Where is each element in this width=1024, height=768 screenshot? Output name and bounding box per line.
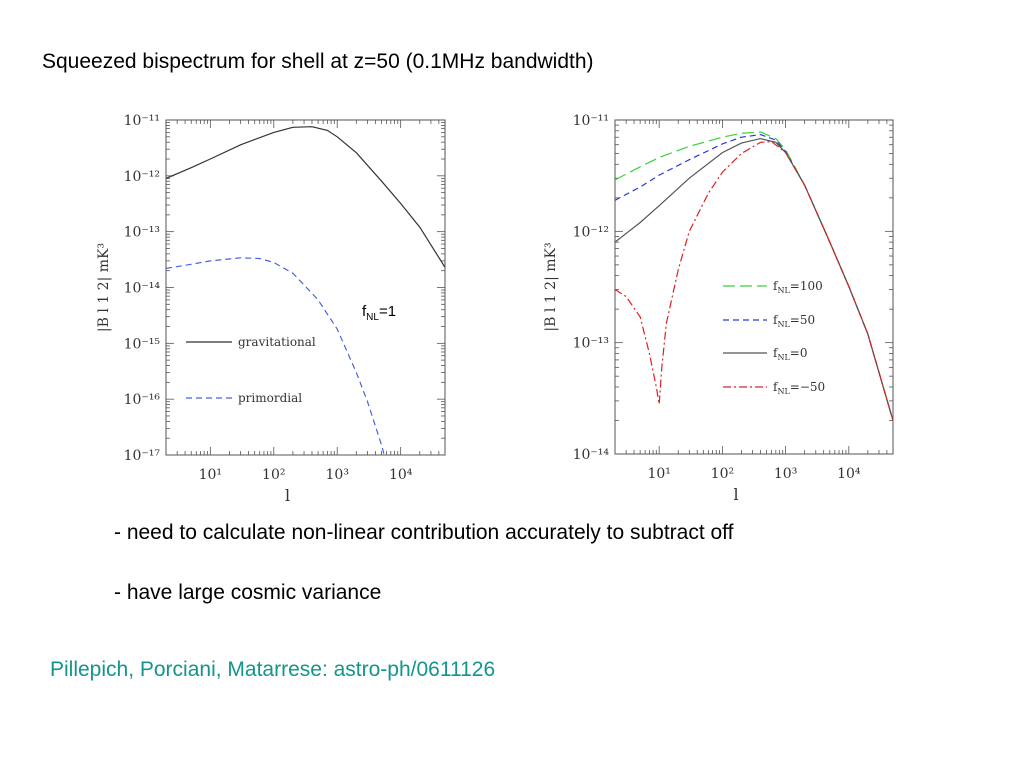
slide-title: Squeezed bispectrum for shell at z=50 (0…: [42, 50, 594, 73]
y-tick-label: 10⁻¹⁷: [124, 448, 161, 464]
chart-fnl-comparison: 10¹ 10² 10³ 10⁴ 10⁻¹¹ 10⁻¹² 10⁻¹³ 10⁻¹⁴ l |B l 1 …: [543, 113, 894, 504]
y-axis-label: |B l 1 2| mK³: [543, 242, 559, 331]
y-tick-label: 10⁻¹²: [573, 224, 609, 240]
legend-label: primordial: [238, 391, 302, 405]
y-tick-label: 10⁻¹³: [124, 225, 160, 241]
y-tick-label: 10⁻¹¹: [573, 113, 609, 129]
y-tick-label: 10⁻¹⁶: [124, 392, 161, 408]
legend-label: fNL=−50: [773, 380, 825, 396]
x-tick-label: 10²: [711, 466, 734, 482]
x-axis-label: l: [285, 486, 290, 505]
series-line: [166, 257, 385, 455]
y-axis-label: |B l 1 2| mK³: [96, 243, 112, 332]
x-tick-label: 10⁴: [837, 466, 861, 482]
x-axis-label: l: [733, 485, 738, 504]
x-tick-label: 10¹: [199, 467, 222, 483]
x-tick-label: 10⁴: [389, 467, 413, 483]
series-line: [615, 137, 893, 421]
legend-label: fNL=100: [773, 279, 823, 295]
y-tick-label: 10⁻¹¹: [124, 113, 160, 129]
y-tick-label: 10⁻¹⁵: [124, 336, 161, 352]
series-line: [615, 133, 893, 421]
series-line: [615, 131, 893, 421]
y-tick-label: 10⁻¹⁴: [573, 447, 610, 463]
series-line: [615, 140, 893, 421]
y-tick-label: 10⁻¹²: [124, 169, 160, 185]
x-tick-label: 10¹: [647, 466, 670, 482]
fnl-annotation: fNL=1: [362, 303, 397, 323]
legend-label: fNL=50: [773, 313, 815, 329]
y-tick-label: 10⁻¹⁴: [124, 281, 161, 297]
x-tick-label: 10³: [326, 467, 349, 483]
bullet-nonlinear: - need to calculate non-linear contribut…: [114, 521, 734, 544]
legend-label: fNL=0: [773, 346, 807, 362]
chart-gravitational-vs-primordial: 10¹ 10² 10³ 10⁴ 10⁻¹¹ 10⁻¹² 10⁻¹³ 10⁻¹⁴ 10⁻¹⁵ 10⁻…: [96, 113, 446, 505]
x-tick-label: 10³: [774, 466, 797, 482]
legend-label: gravitational: [238, 335, 316, 349]
plot-frame: [614, 119, 894, 455]
bullet-cosmic-variance: - have large cosmic variance: [114, 581, 382, 604]
y-tick-label: 10⁻¹³: [573, 336, 609, 352]
citation: Pillepich, Porciani, Matarrese: astro-ph…: [50, 658, 496, 681]
plot-frame: [165, 119, 446, 456]
x-tick-label: 10²: [262, 467, 285, 483]
series-line: [166, 126, 445, 268]
